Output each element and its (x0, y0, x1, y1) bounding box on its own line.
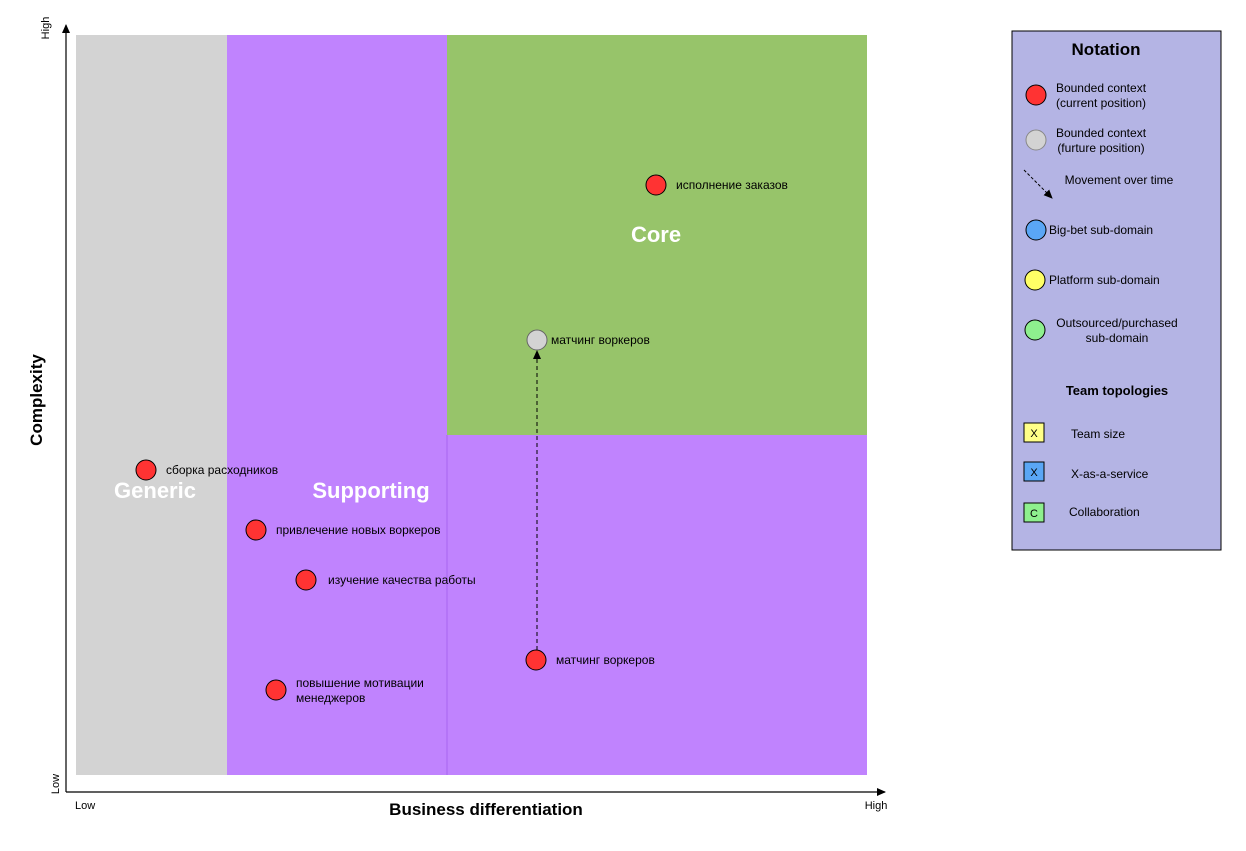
legend-outsourced-line2: sub-domain (1086, 331, 1149, 345)
y-axis-title: Complexity (27, 354, 46, 446)
notation-panel (1011, 30, 1222, 551)
legend-outsourced-line1: Outsourced/purchased (1056, 316, 1177, 330)
context-marker-order-fulfillment (645, 174, 667, 196)
team-topologies-title: Team topologies (1066, 383, 1168, 398)
core-region-label: Core (631, 222, 681, 247)
legend-current-line2: (current position) (1056, 96, 1146, 110)
context-label-work-quality: изучение качества работы (328, 573, 476, 587)
legend-future-line1: Bounded context (1056, 126, 1147, 140)
x-axis-title: Business differentiation (389, 800, 583, 819)
context-label-manager-motivation-line2: менеджеров (296, 691, 365, 705)
legend-current-line1: Bounded context (1056, 81, 1147, 95)
legend-xaas-label: X-as-a-service (1071, 467, 1149, 481)
generic-region-label: Generic (114, 478, 196, 503)
core-region (447, 35, 867, 435)
notation-title: Notation (1072, 40, 1141, 59)
context-marker-manager-motivation (265, 679, 287, 701)
legend-movement-label: Movement over time (1065, 173, 1174, 187)
legend-team-size-mark: X (1030, 428, 1038, 440)
legend-team-size-label: Team size (1071, 427, 1125, 441)
legend-platform-marker (1024, 269, 1046, 291)
legend-collab-box (1023, 502, 1045, 523)
context-marker-work-quality (295, 569, 317, 591)
legend-bigbet-marker (1025, 219, 1047, 241)
supporting-region (227, 35, 447, 775)
y-axis-high-label: High (40, 17, 52, 40)
legend-team-size-box (1023, 422, 1045, 443)
legend-current-marker (1025, 84, 1047, 106)
context-marker-worker-matching-future (526, 329, 548, 351)
legend-future-line2: (furture position) (1057, 141, 1144, 155)
context-label-order-fulfillment: исполнение заказов (676, 178, 788, 192)
supporting-lower-region (447, 435, 867, 775)
legend-outsourced-marker (1024, 319, 1046, 341)
supporting-region-label: Supporting (312, 478, 429, 503)
legend-collab-mark: C (1030, 508, 1038, 520)
context-label-manager-motivation-line1: повышение мотивации (296, 676, 424, 690)
context-marker-worker-acquisition (245, 519, 267, 541)
legend-collab-label: Collaboration (1069, 505, 1140, 519)
context-label-worker-matching-future: матчинг воркеров (551, 333, 650, 347)
legend-platform-label: Platform sub-domain (1049, 273, 1160, 287)
legend-future-marker (1025, 129, 1047, 151)
context-label-worker-matching-current: матчинг воркеров (556, 653, 655, 667)
legend-movement-arrow (1023, 169, 1053, 199)
legend-bigbet-label: Big-bet sub-domain (1049, 223, 1153, 237)
x-axis-low-label: Low (75, 800, 95, 812)
context-marker-worker-matching-current (525, 649, 547, 671)
x-axis-high-label: High (865, 800, 888, 812)
context-label-consumables-assembly: сборка расходников (166, 463, 278, 477)
legend-xaas-box (1023, 461, 1045, 482)
y-axis-low-label: Low (50, 774, 62, 794)
legend-xaas-mark: X (1030, 467, 1038, 479)
context-label-worker-acquisition: привлечение новых воркеров (276, 523, 441, 537)
generic-region (76, 35, 227, 775)
context-marker-consumables-assembly (135, 459, 157, 481)
